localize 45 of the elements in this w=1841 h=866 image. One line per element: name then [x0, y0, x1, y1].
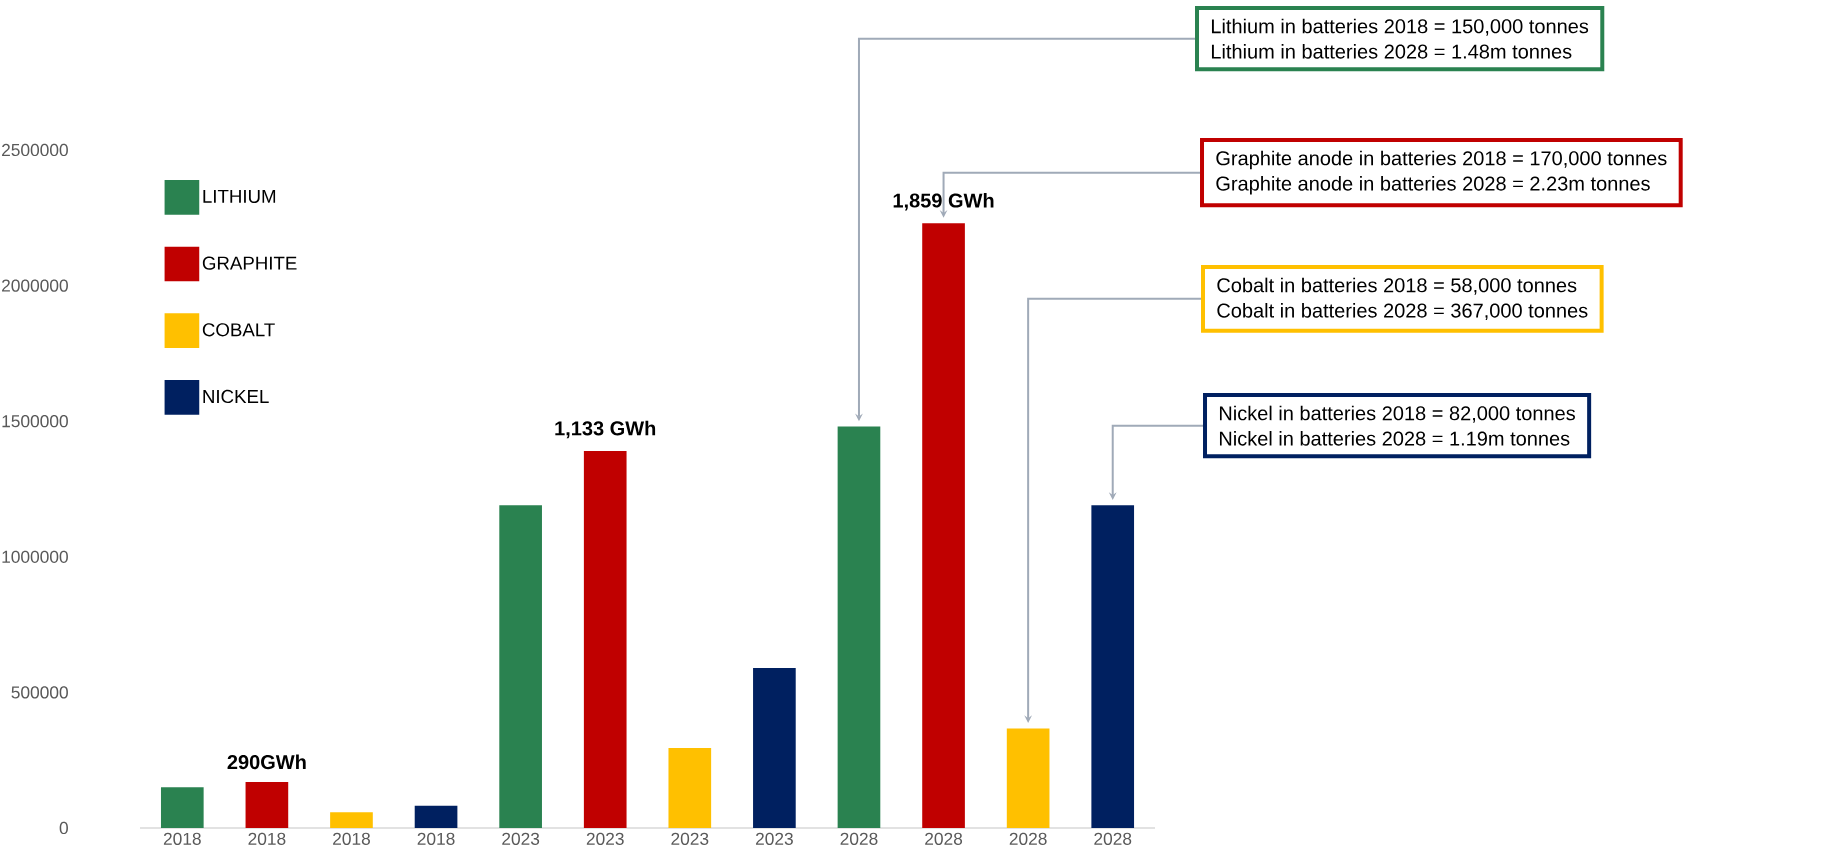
- x-tick-label: 2023: [755, 832, 793, 845]
- legend-label: COBALT: [202, 323, 275, 337]
- bar: [922, 223, 965, 828]
- y-tick-label: 1500000: [2, 415, 68, 428]
- bar: [668, 747, 712, 828]
- text: Nickel in batteries 2018 = 82,000 tonnes: [1219, 405, 1575, 423]
- x-tick-label: 2023: [671, 832, 709, 845]
- annotation: 290GWh: [227, 754, 306, 770]
- x-tick-label: 2018: [333, 832, 370, 845]
- x-tick-label: 2028: [1009, 832, 1047, 845]
- x-tick-label: 2023: [586, 832, 624, 845]
- annotation: 1,133 GWh: [555, 420, 656, 439]
- x-tick-label: 2018: [163, 832, 201, 845]
- text: Cobalt in batteries 2028 = 367,000 tonnes: [1217, 302, 1588, 321]
- x-tick-label: 2018: [248, 832, 286, 845]
- y-tick-label: 1000000: [2, 550, 68, 563]
- bar: [414, 805, 458, 828]
- text: Graphite anode in batteries 2028 = 2.23m tonnes: [1216, 175, 1650, 195]
- text: Cobalt in batteries 2018 = 58,000 tonnes: [1217, 277, 1577, 295]
- x-tick-label: 2023: [502, 832, 540, 845]
- bar: [330, 812, 373, 828]
- x-tick-label: 2018: [417, 832, 455, 845]
- bar: [1091, 505, 1135, 828]
- y-tick-label: 2000000: [2, 279, 68, 292]
- x-tick-label: 2028: [1094, 832, 1132, 845]
- bar: [583, 451, 627, 828]
- legend-label: GRAPHITE: [202, 256, 297, 270]
- bar: [837, 426, 881, 828]
- bar: [499, 505, 542, 828]
- bar: [245, 781, 289, 828]
- legend-label: LITHIUM: [203, 189, 276, 203]
- text: Nickel in batteries 2028 = 1.19m tonnes: [1219, 430, 1570, 446]
- annotation: 1,859 GWh: [893, 192, 994, 211]
- y-tick-label: 0: [59, 821, 68, 835]
- bar: [160, 787, 204, 828]
- text: Graphite anode in batteries 2018 = 170,000 tonnes: [1216, 150, 1667, 170]
- legend-label: NICKEL: [203, 389, 269, 404]
- text: Lithium in batteries 2028 = 1.48m tonnes: [1211, 43, 1572, 59]
- bar: [1006, 728, 1050, 828]
- y-tick-label: 500000: [11, 686, 68, 699]
- x-tick-label: 2028: [840, 832, 878, 845]
- text: Lithium in batteries 2018 = 150,000 tonnes: [1211, 18, 1589, 36]
- bar: [753, 667, 796, 828]
- x-tick-label: 2028: [925, 832, 963, 845]
- y-tick-label: 2500000: [2, 143, 68, 157]
